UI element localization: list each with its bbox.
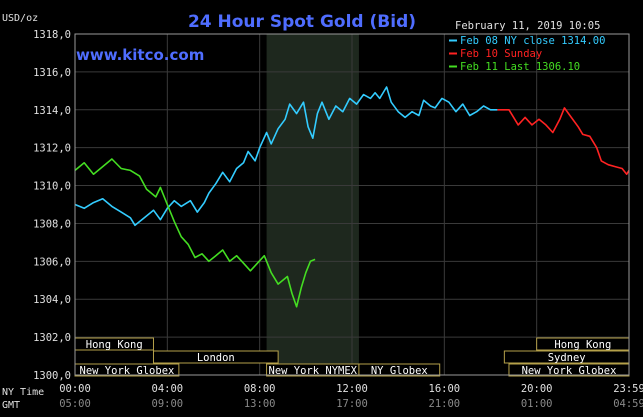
- session-bar-label: New York NYMEX: [269, 365, 358, 377]
- y-tick-label: 1304,0: [33, 294, 71, 306]
- session-bar: Sydney: [503, 350, 630, 364]
- session-bar: Hong Kong: [536, 337, 630, 351]
- x-tick-label-ny: 16:00: [429, 383, 461, 395]
- x-tick-label-gmt: 13:00: [244, 398, 276, 410]
- session-bar: New York Globex: [508, 363, 630, 377]
- session-bar-box: [152, 350, 279, 364]
- y-tick-label: 1316,0: [33, 67, 71, 79]
- session-bar-label: New York Globex: [80, 365, 175, 377]
- x-tick-label-ny: 00:00: [59, 383, 91, 395]
- session-bar: Hong Kong: [74, 337, 154, 351]
- y-tick-label: 1306,0: [33, 256, 71, 268]
- session-bar-label: Hong Kong: [554, 339, 611, 351]
- session-bar-label: London: [197, 352, 235, 364]
- x-tick-label-gmt: 05:00: [59, 398, 91, 410]
- x-tick-label-ny: 04:00: [152, 383, 184, 395]
- y-tick-label: 1308,0: [33, 218, 71, 230]
- legend-entry: Feb 10 Sunday: [460, 48, 542, 60]
- x-tick-label-gmt: 21:00: [429, 398, 461, 410]
- x-tick-label-ny: 23:59: [613, 383, 643, 395]
- y-tick-label: 1302,0: [33, 332, 71, 344]
- x-tick-label-ny: 08:00: [244, 383, 276, 395]
- y-tick-label: 1312,0: [33, 143, 71, 155]
- x-tick-label-gmt: 01:00: [521, 398, 553, 410]
- nymex-session-shade: [266, 34, 359, 375]
- session-bar: New York Globex: [74, 363, 180, 377]
- gmt-row-label: GMT: [2, 400, 20, 411]
- series-line-2: [74, 158, 316, 308]
- session-bar-label: Sydney: [548, 352, 586, 364]
- series-line-0: [74, 86, 498, 227]
- series-line-1: [497, 107, 630, 175]
- session-bar-label: New York Globex: [522, 365, 617, 377]
- y-axis-unit-label: USD/oz: [2, 13, 38, 24]
- session-bar: NY Globex: [358, 363, 441, 377]
- x-tick-label-gmt: 04:59: [613, 398, 643, 410]
- legend-entry: Feb 08 NY close 1314.00: [460, 35, 605, 47]
- y-tick-label: 1300,0: [33, 370, 71, 382]
- x-tick-label-ny: 12:00: [336, 383, 368, 395]
- y-tick-label: 1310,0: [33, 181, 71, 193]
- x-tick-label-gmt: 17:00: [336, 398, 368, 410]
- session-bar-label: Hong Kong: [86, 339, 143, 351]
- session-bar-label: NY Globex: [371, 365, 428, 377]
- plot-frame: [74, 33, 630, 376]
- x-tick-label-ny: 20:00: [521, 383, 553, 395]
- y-tick-label: 1318,0: [33, 29, 71, 41]
- timestamp: February 11, 2019 10:05: [455, 20, 600, 32]
- chart-title: 24 Hour Spot Gold (Bid): [188, 12, 416, 32]
- session-bar-box: [358, 363, 441, 377]
- watermark-text: www.kitco.com: [76, 46, 204, 64]
- ny-time-row-label: NY Time: [2, 387, 44, 398]
- x-tick-label-gmt: 09:00: [152, 398, 184, 410]
- session-bar: London: [152, 350, 279, 364]
- y-tick-label: 1314,0: [33, 105, 71, 117]
- legend-entry: Feb 11 Last 1306.10: [460, 61, 580, 73]
